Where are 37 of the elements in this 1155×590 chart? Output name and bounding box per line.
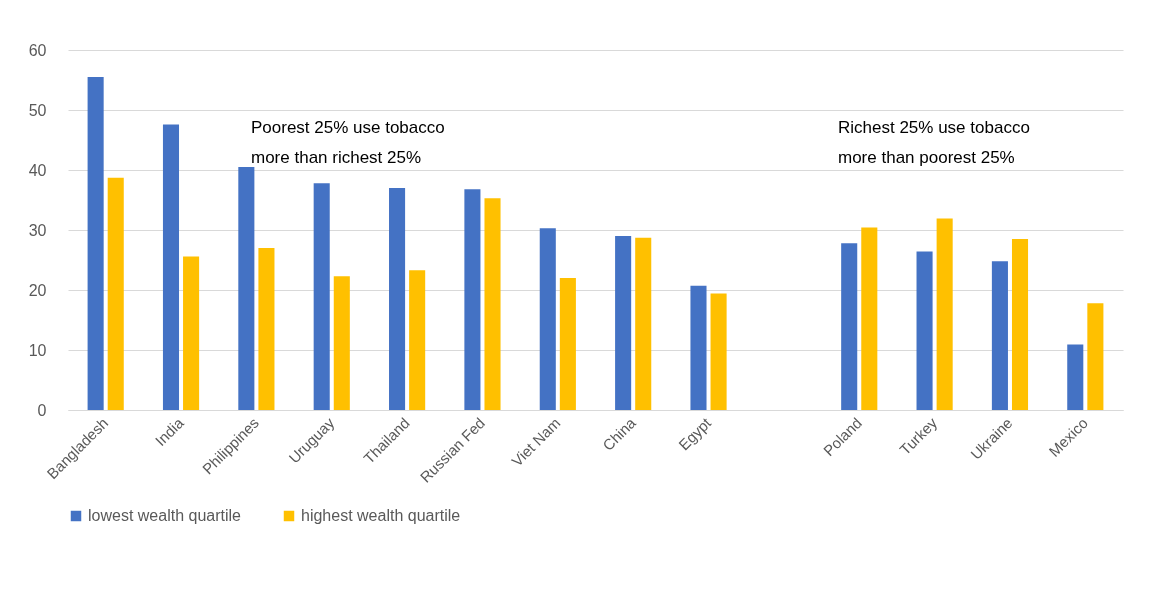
bar [183,256,200,410]
bar [916,251,933,410]
y-tick-label: 50 [28,101,47,119]
y-tick-label: 30 [28,221,47,239]
bar [107,177,124,410]
bar [409,270,426,410]
bar [936,218,953,410]
bar [484,198,501,410]
bar [559,278,576,410]
bar [690,285,707,410]
legend-label: lowest wealth quartile [88,507,242,524]
bar [539,228,556,410]
y-tick-label: 0 [37,401,47,419]
y-tick-label: 20 [28,281,47,299]
bar [258,248,275,410]
bar [710,293,727,410]
bar [162,124,180,410]
bar [615,236,632,410]
bar [313,183,330,410]
bar [1011,239,1029,410]
y-tick-label: 10 [28,341,47,359]
bar [389,188,406,410]
bar [1087,303,1104,410]
annotation: Poorest 25% use tobacco more than richest 25% [251,118,445,167]
bar [861,227,878,410]
y-tick-label: 40 [28,161,47,179]
bar [464,189,481,410]
y-tick-label: 60 [28,41,47,59]
bar [1067,344,1084,410]
bar [238,167,255,410]
bar [635,237,652,410]
bar [841,243,858,410]
bar [991,261,1008,410]
bar [87,77,104,410]
annotation: Richest 25% use tobacco more than poorest 25% [838,118,1030,167]
legend-label: highest wealth quartile [301,507,461,524]
bar [333,276,350,410]
